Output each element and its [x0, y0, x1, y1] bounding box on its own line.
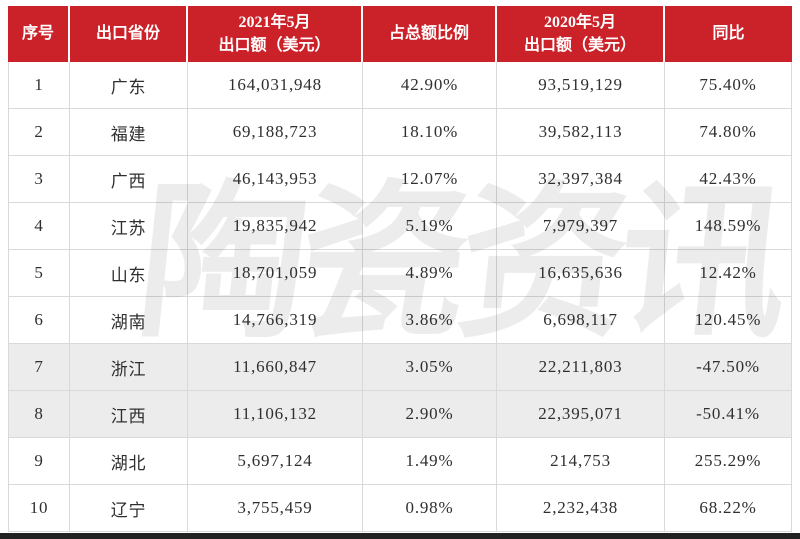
table-row: 1 广东 164,031,948 42.90% 93,519,129 75.40… [8, 62, 792, 109]
cell-yoy: 12.42% [665, 250, 792, 297]
cell-export-2020: 39,582,113 [497, 109, 665, 156]
cell-share: 18.10% [363, 109, 497, 156]
table-row: 7 浙江 11,660,847 3.05% 22,211,803 -47.50% [8, 344, 792, 391]
table-row: 4 江苏 19,835,942 5.19% 7,979,397 148.59% [8, 203, 792, 250]
cell-export-2020: 7,979,397 [497, 203, 665, 250]
cell-yoy: 42.43% [665, 156, 792, 203]
cell-yoy: 148.59% [665, 203, 792, 250]
table-row: 6 湖南 14,766,319 3.86% 6,698,117 120.45% [8, 297, 792, 344]
cell-export-2021: 164,031,948 [188, 62, 363, 109]
cell-share: 3.86% [363, 297, 497, 344]
cell-yoy: -47.50% [665, 344, 792, 391]
cell-export-2021: 11,660,847 [188, 344, 363, 391]
col-header-export-2021: 2021年5月 出口额（美元） [188, 6, 363, 62]
cell-yoy: -50.41% [665, 391, 792, 438]
table-row: 10 辽宁 3,755,459 0.98% 2,232,438 68.22% [8, 485, 792, 532]
cell-province: 广西 [70, 156, 188, 203]
cell-export-2020: 22,395,071 [497, 391, 665, 438]
cell-export-2020: 2,232,438 [497, 485, 665, 532]
col-header-serial: 序号 [8, 6, 70, 62]
cell-serial: 2 [8, 109, 70, 156]
table-header-row: 序号 出口省份 2021年5月 出口额（美元） 占总额比例 2020年5月 出口… [8, 6, 792, 62]
col-header-share: 占总额比例 [363, 6, 497, 62]
col-header-serial-label: 序号 [21, 25, 54, 43]
cell-export-2020: 214,753 [497, 438, 665, 485]
cell-export-2021: 46,143,953 [188, 156, 363, 203]
cell-province: 湖南 [70, 297, 188, 344]
cell-serial: 10 [8, 485, 70, 532]
cell-province: 浙江 [70, 344, 188, 391]
cell-export-2021: 69,188,723 [188, 109, 363, 156]
col-header-share-label: 占总额比例 [388, 25, 469, 43]
cell-export-2021: 5,697,124 [188, 438, 363, 485]
cell-export-2021: 3,755,459 [188, 485, 363, 532]
cell-export-2020: 32,397,384 [497, 156, 665, 203]
cell-serial: 4 [8, 203, 70, 250]
cell-serial: 6 [8, 297, 70, 344]
cell-province: 福建 [70, 109, 188, 156]
col-header-yoy: 同比 [665, 6, 792, 62]
col-header-export-2021-line1: 2021年5月 [238, 13, 311, 31]
cell-export-2021: 19,835,942 [188, 203, 363, 250]
table-row: 3 广西 46,143,953 12.07% 32,397,384 42.43% [8, 156, 792, 203]
table-row: 8 江西 11,106,132 2.90% 22,395,071 -50.41% [8, 391, 792, 438]
cell-province: 辽宁 [70, 485, 188, 532]
cell-export-2020: 16,635,636 [497, 250, 665, 297]
cell-serial: 9 [8, 438, 70, 485]
cell-export-2020: 6,698,117 [497, 297, 665, 344]
cell-yoy: 120.45% [665, 297, 792, 344]
cell-share: 3.05% [363, 344, 497, 391]
col-header-export-2020: 2020年5月 出口额（美元） [497, 6, 665, 62]
cell-export-2021: 11,106,132 [188, 391, 363, 438]
col-header-province-label: 出口省份 [95, 25, 160, 43]
table-row: 2 福建 69,188,723 18.10% 39,582,113 74.80% [8, 109, 792, 156]
cell-share: 42.90% [363, 62, 497, 109]
cell-yoy: 74.80% [665, 109, 792, 156]
table-row: 5 山东 18,701,059 4.89% 16,635,636 12.42% [8, 250, 792, 297]
cell-yoy: 255.29% [665, 438, 792, 485]
cell-province: 山东 [70, 250, 188, 297]
cell-export-2020: 22,211,803 [497, 344, 665, 391]
cell-share: 12.07% [363, 156, 497, 203]
table-row: 9 湖北 5,697,124 1.49% 214,753 255.29% [8, 438, 792, 485]
cell-serial: 1 [8, 62, 70, 109]
col-header-export-2020-line1: 2020年5月 [543, 13, 616, 31]
cell-province: 湖北 [70, 438, 188, 485]
cell-serial: 3 [8, 156, 70, 203]
cell-yoy: 68.22% [665, 485, 792, 532]
cell-province: 广东 [70, 62, 188, 109]
cell-serial: 7 [8, 344, 70, 391]
cell-share: 5.19% [363, 203, 497, 250]
bottom-border-bar [0, 533, 800, 539]
cell-export-2020: 93,519,129 [497, 62, 665, 109]
cell-province: 江西 [70, 391, 188, 438]
cell-export-2021: 18,701,059 [188, 250, 363, 297]
export-table: 序号 出口省份 2021年5月 出口额（美元） 占总额比例 2020年5月 出口… [8, 6, 792, 532]
cell-serial: 8 [8, 391, 70, 438]
cell-share: 0.98% [363, 485, 497, 532]
cell-serial: 5 [8, 250, 70, 297]
cell-yoy: 75.40% [665, 62, 792, 109]
cell-share: 4.89% [363, 250, 497, 297]
cell-share: 1.49% [363, 438, 497, 485]
col-header-yoy-label: 同比 [712, 25, 745, 43]
cell-share: 2.90% [363, 391, 497, 438]
cell-province: 江苏 [70, 203, 188, 250]
col-header-province: 出口省份 [70, 6, 188, 62]
col-header-export-2020-line2: 出口额（美元） [523, 37, 636, 54]
cell-export-2021: 14,766,319 [188, 297, 363, 344]
col-header-export-2021-line2: 出口额（美元） [218, 37, 331, 54]
